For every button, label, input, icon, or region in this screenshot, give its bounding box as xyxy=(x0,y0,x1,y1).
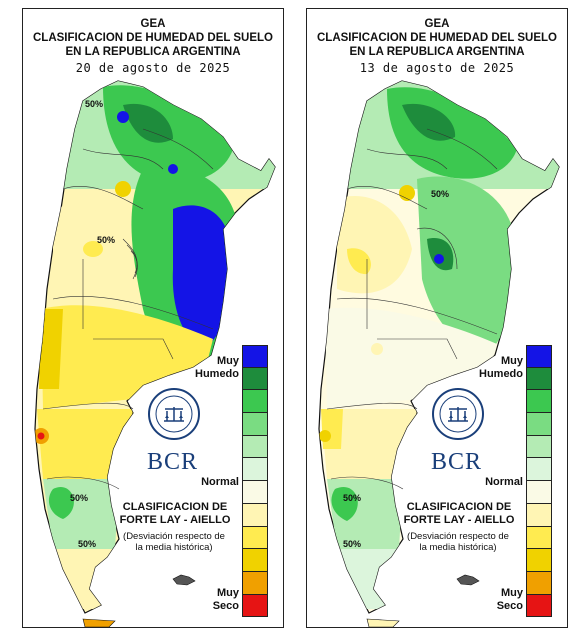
scale-swatch xyxy=(242,435,268,459)
contour-label: 50% xyxy=(85,99,104,109)
legend-muy-humedo-label: Muy Humedo xyxy=(477,355,523,381)
moisture-color-scale xyxy=(526,345,552,618)
scale-swatch xyxy=(242,526,268,550)
legend-muy-humedo-label: Muy Humedo xyxy=(193,355,239,381)
legend-muy-text: Muy xyxy=(501,355,523,367)
header-title-line3: EN LA REPUBLICA ARGENTINA xyxy=(349,46,525,58)
classification-title-line2: FORTE LAY - AIELLO xyxy=(403,514,515,526)
legend-normal-label: Normal xyxy=(201,476,239,488)
description-line2: la media histórica) xyxy=(135,542,213,553)
scale-swatch xyxy=(526,594,552,618)
contour-label: 50% xyxy=(97,235,116,245)
header-title-line2: CLASIFICACION DE HUMEDAD DEL SUELO xyxy=(316,32,558,44)
legend-muy-text: Muy xyxy=(217,355,239,367)
legend-muy-seco-label: Muy Seco xyxy=(477,587,523,613)
scale-swatch xyxy=(242,503,268,527)
description-line2: la media histórica) xyxy=(419,542,497,553)
bolsa-comercio-rosario-seal-icon xyxy=(432,388,484,440)
moisture-color-scale xyxy=(242,345,268,618)
legend-muy-text: Muy xyxy=(217,587,239,599)
scale-swatch xyxy=(526,435,552,459)
scale-swatch xyxy=(526,481,552,504)
legend-humedo-text: Humedo xyxy=(195,368,239,380)
legend-seco-text: Seco xyxy=(212,600,239,612)
bcr-logo-text: BCR xyxy=(431,449,483,475)
legend-humedo-text: Humedo xyxy=(479,368,523,380)
scale-swatch xyxy=(526,413,552,436)
scale-swatch xyxy=(242,345,268,368)
scale-swatch xyxy=(242,594,268,618)
legend-muy-text: Muy xyxy=(501,587,523,599)
bcr-logo-text: BCR xyxy=(147,449,199,475)
scale-swatch xyxy=(526,503,552,527)
scale-swatch xyxy=(526,458,552,482)
header-title-gea: GEA xyxy=(140,18,166,30)
classification-title-line1: CLASIFICACION DE xyxy=(406,501,512,513)
scale-swatch xyxy=(526,390,552,414)
soil-moisture-map-13-agosto xyxy=(318,80,560,627)
map-panel-13-agosto: GEA CLASIFICACION DE HUMEDAD DEL SUELO E… xyxy=(306,8,568,628)
scale-swatch xyxy=(526,345,552,368)
scale-swatch xyxy=(242,413,268,436)
classification-title-line1: CLASIFICACION DE xyxy=(122,501,228,513)
soil-moisture-map-20-agosto xyxy=(34,80,276,627)
scale-swatch xyxy=(526,571,552,595)
map-date: 20 de agosto de 2025 xyxy=(75,61,231,75)
map-date: 13 de agosto de 2025 xyxy=(359,61,515,75)
scale-swatch xyxy=(242,390,268,414)
header-title-line2: CLASIFICACION DE HUMEDAD DEL SUELO xyxy=(32,32,274,44)
scale-swatch xyxy=(242,571,268,595)
contour-label: 50% xyxy=(78,539,97,549)
scale-swatch xyxy=(242,367,268,391)
scale-swatch xyxy=(526,367,552,391)
description-line1: (Desviación respecto de xyxy=(123,531,225,542)
contour-label: 50% xyxy=(70,493,89,503)
bolsa-comercio-rosario-seal-icon xyxy=(148,388,200,440)
map-panel-20-agosto: GEA CLASIFICACION DE HUMEDAD DEL SUELO E… xyxy=(22,8,284,628)
header-title-gea: GEA xyxy=(424,18,450,30)
scale-swatch xyxy=(242,481,268,504)
legend-muy-seco-label: Muy Seco xyxy=(193,587,239,613)
description-line1: (Desviación respecto de xyxy=(407,531,509,542)
scale-swatch xyxy=(526,526,552,550)
contour-label: 50% xyxy=(343,539,362,549)
classification-title-line2: FORTE LAY - AIELLO xyxy=(119,514,231,526)
scale-swatch xyxy=(526,549,552,572)
header-title-line3: EN LA REPUBLICA ARGENTINA xyxy=(65,46,241,58)
contour-label: 50% xyxy=(431,189,450,199)
scale-swatch xyxy=(242,549,268,572)
legend-seco-text: Seco xyxy=(496,600,523,612)
contour-label: 50% xyxy=(343,493,362,503)
scale-swatch xyxy=(242,458,268,482)
legend-normal-label: Normal xyxy=(485,476,523,488)
